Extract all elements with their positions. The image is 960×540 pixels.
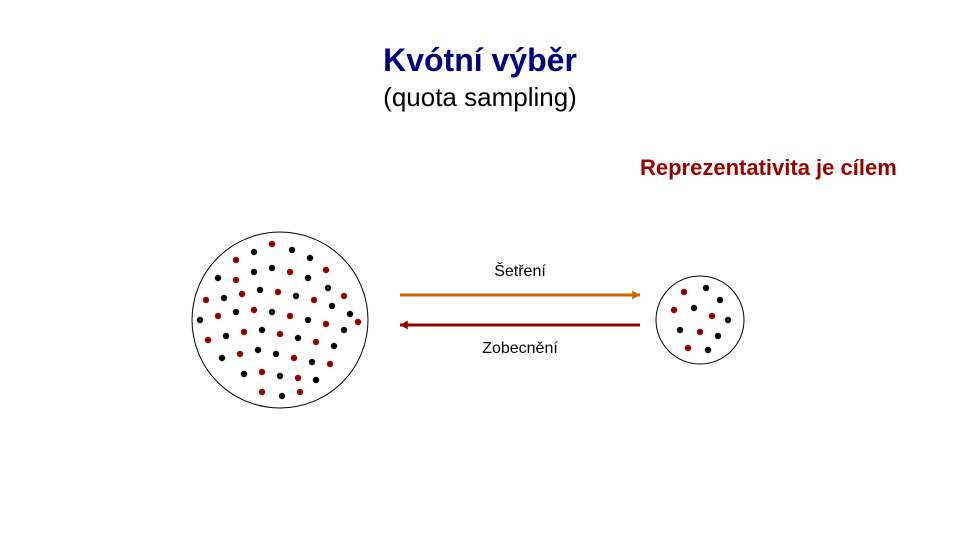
population-dot <box>197 317 203 323</box>
population-dot <box>341 327 347 333</box>
population-dot <box>287 313 293 319</box>
population-dot <box>305 275 311 281</box>
population-dot <box>325 285 331 291</box>
population-dot <box>289 247 295 253</box>
population-dot <box>287 269 293 275</box>
arrow-top <box>400 291 640 300</box>
sample-dot <box>685 345 691 351</box>
population-dot <box>347 311 353 317</box>
sample-dot <box>677 327 683 333</box>
population-dot <box>291 355 297 361</box>
population-dot <box>205 337 211 343</box>
population-dot <box>233 309 239 315</box>
sample-dot <box>725 317 731 323</box>
population-dot <box>313 339 319 345</box>
population-dot <box>203 297 209 303</box>
population-dot <box>259 389 265 395</box>
population-dot <box>251 249 257 255</box>
population-dot <box>241 371 247 377</box>
arrow-bottom <box>400 321 640 330</box>
arrow-bottom-label: Zobecnění <box>400 340 640 358</box>
population-dot <box>341 293 347 299</box>
population-dot <box>277 373 283 379</box>
population-dot <box>331 343 337 349</box>
population-dot <box>233 257 239 263</box>
population-dot <box>323 267 329 273</box>
population-dot <box>329 303 335 309</box>
population-dot <box>269 309 275 315</box>
population-dot <box>233 277 239 283</box>
population-dot <box>251 269 257 275</box>
population-dot <box>257 287 263 293</box>
population-dot <box>277 331 283 337</box>
population-dot <box>307 255 313 261</box>
population-dot <box>255 347 261 353</box>
population-dot <box>259 327 265 333</box>
population-dot <box>219 355 225 361</box>
sample-dot <box>717 297 723 303</box>
population-dot <box>241 329 247 335</box>
sample-dot <box>703 285 709 291</box>
sample-dot <box>709 313 715 319</box>
population-dot <box>269 241 275 247</box>
sample-dot <box>715 333 721 339</box>
population-dot <box>309 359 315 365</box>
population-dot <box>215 313 221 319</box>
population-dot <box>215 275 221 281</box>
population-dot <box>355 319 361 325</box>
population-dot <box>269 265 275 271</box>
population-dot <box>293 293 299 299</box>
population-dot <box>223 333 229 339</box>
population-circle <box>192 232 368 408</box>
arrow-top-label: Šetření <box>400 263 640 281</box>
population-dot <box>297 389 303 395</box>
population-dot <box>237 351 243 357</box>
population-dot <box>275 289 281 295</box>
population-dot <box>251 307 257 313</box>
population-dot <box>221 295 227 301</box>
population-dot <box>323 321 329 327</box>
population-dot <box>259 369 265 375</box>
sample-dot <box>697 329 703 335</box>
population-dot <box>305 317 311 323</box>
population-dot <box>313 377 319 383</box>
sample-dot <box>691 305 697 311</box>
population-dot <box>311 297 317 303</box>
sample-dot <box>681 289 687 295</box>
sample-dot <box>671 307 677 313</box>
population-dot <box>327 361 333 367</box>
population-dot <box>279 393 285 399</box>
sample-dot <box>705 347 711 353</box>
population-dot <box>273 351 279 357</box>
population-dot <box>295 335 301 341</box>
population-dot <box>239 291 245 297</box>
population-dot <box>295 375 301 381</box>
